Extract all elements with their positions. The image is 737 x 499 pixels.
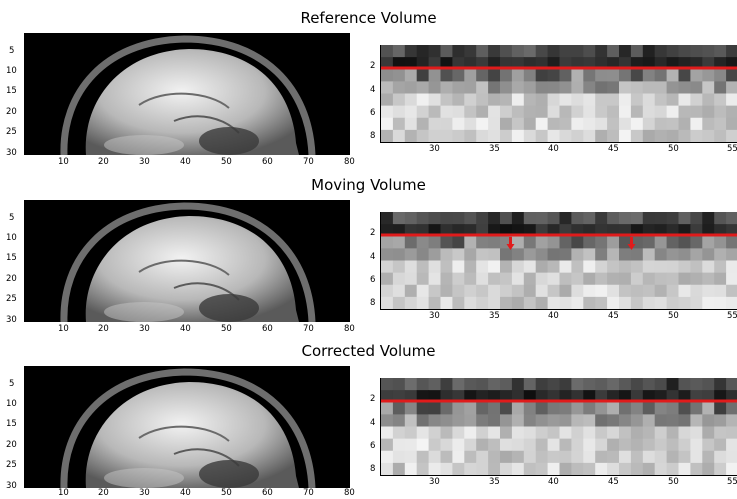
xtick: 35 (489, 311, 500, 321)
mri-image-moving (24, 200, 350, 322)
xtick: 80 (344, 324, 355, 334)
xtick: 40 (180, 324, 191, 334)
xtick: 50 (668, 311, 679, 321)
xtick: 40 (548, 144, 559, 154)
xtick: 10 (58, 488, 69, 498)
xtick: 60 (262, 488, 273, 498)
mri-sagittal-reference (24, 33, 350, 155)
displacement-arrow-icon (506, 237, 515, 250)
xtick: 70 (303, 157, 314, 167)
ytick: 8 (370, 464, 376, 474)
xtick: 20 (98, 157, 109, 167)
ytick: 20 (6, 107, 17, 117)
xtick: 35 (489, 477, 500, 487)
xtick: 30 (139, 157, 150, 167)
ytick: 5 (9, 46, 15, 56)
zoom-strip-moving (380, 212, 737, 310)
ytick: 10 (6, 399, 17, 409)
xtick: 55 (727, 477, 737, 487)
xtick: 60 (262, 324, 273, 334)
zoom-strip-corrected (380, 378, 737, 476)
xtick: 40 (548, 477, 559, 487)
ytick: 6 (370, 275, 376, 285)
mri-sagittal-moving (24, 200, 350, 322)
ytick: 20 (6, 440, 17, 450)
ytick: 30 (6, 148, 17, 158)
ytick: 8 (370, 298, 376, 308)
xtick: 50 (668, 477, 679, 487)
ytick: 30 (6, 481, 17, 491)
ytick: 5 (9, 213, 15, 223)
ytick: 8 (370, 131, 376, 141)
xtick: 50 (221, 488, 232, 498)
ytick: 5 (9, 379, 15, 389)
section-title-reference: Reference Volume (300, 9, 437, 27)
displacement-arrow-icon (627, 237, 636, 250)
ytick: 15 (6, 419, 17, 429)
xtick: 80 (344, 157, 355, 167)
zoom-strip-reference (380, 45, 737, 143)
xtick: 40 (548, 311, 559, 321)
ytick: 4 (370, 418, 376, 428)
xtick: 70 (303, 324, 314, 334)
ytick: 25 (6, 127, 17, 137)
ytick: 15 (6, 253, 17, 263)
xtick: 30 (139, 488, 150, 498)
ytick: 15 (6, 86, 17, 96)
ytick: 4 (370, 85, 376, 95)
xtick: 45 (608, 144, 619, 154)
ytick: 25 (6, 294, 17, 304)
ytick: 30 (6, 315, 17, 325)
mri-image-reference (24, 33, 350, 155)
xtick: 40 (180, 157, 191, 167)
xtick: 50 (221, 324, 232, 334)
xtick: 45 (608, 311, 619, 321)
xtick: 30 (429, 311, 440, 321)
section-title-corrected: Corrected Volume (301, 342, 436, 360)
xtick: 50 (221, 157, 232, 167)
ytick: 25 (6, 460, 17, 470)
ytick: 10 (6, 66, 17, 76)
xtick: 40 (180, 488, 191, 498)
ytick: 2 (370, 61, 376, 71)
ytick: 6 (370, 108, 376, 118)
mri-image-corrected (24, 366, 350, 488)
section-title-moving: Moving Volume (311, 176, 426, 194)
xtick: 50 (668, 144, 679, 154)
xtick: 55 (727, 144, 737, 154)
xtick: 10 (58, 324, 69, 334)
ytick: 20 (6, 274, 17, 284)
xtick: 30 (429, 144, 440, 154)
ytick: 2 (370, 228, 376, 238)
xtick: 20 (98, 324, 109, 334)
zoom-image-corrected (381, 378, 737, 475)
xtick: 80 (344, 488, 355, 498)
xtick: 20 (98, 488, 109, 498)
xtick: 10 (58, 157, 69, 167)
ytick: 6 (370, 441, 376, 451)
zoom-image-reference (381, 45, 737, 142)
ytick: 2 (370, 394, 376, 404)
zoom-image-moving (381, 212, 737, 309)
xtick: 55 (727, 311, 737, 321)
ytick: 10 (6, 233, 17, 243)
xtick: 35 (489, 144, 500, 154)
ytick: 4 (370, 252, 376, 262)
xtick: 70 (303, 488, 314, 498)
xtick: 60 (262, 157, 273, 167)
mri-sagittal-corrected (24, 366, 350, 488)
xtick: 30 (139, 324, 150, 334)
xtick: 45 (608, 477, 619, 487)
xtick: 30 (429, 477, 440, 487)
